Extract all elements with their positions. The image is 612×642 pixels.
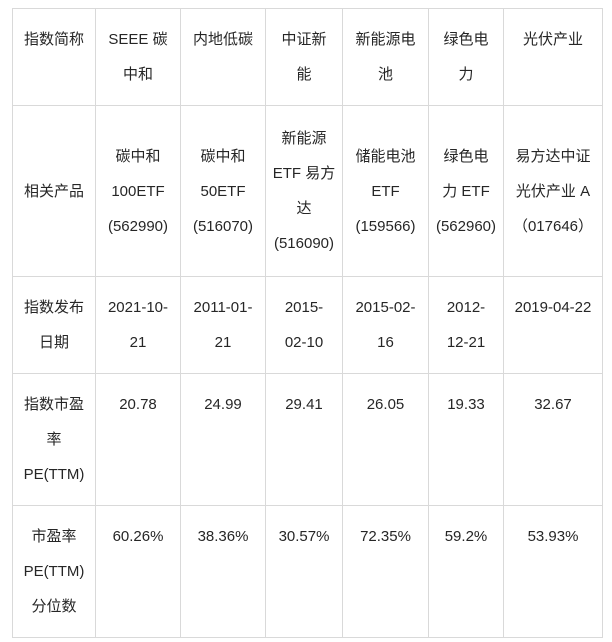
table-row-related-products: 相关产品 碳中和 100ETF (562990) 碳中和 50ETF (5160…	[12, 105, 603, 277]
table-cell: 60.26%	[95, 505, 181, 638]
index-comparison-table: 指数简称 SEEE 碳 中和 内地低碳 中证新 能 新能源电 池 绿色电 力 光…	[12, 8, 603, 638]
table-cell: 38.36%	[180, 505, 266, 638]
table-cell: 59.2%	[428, 505, 504, 638]
table-row-pe-ttm: 指数市盈 率 PE(TTM) 20.78 24.99 29.41 26.05 1…	[12, 373, 603, 506]
table-row-launch-dates: 指数发布 日期 2021-10- 21 2011-01- 21 2015- 02…	[12, 276, 603, 374]
row-header-cell: 市盈率 PE(TTM) 分位数	[12, 505, 96, 638]
table-row-pe-percentile: 市盈率 PE(TTM) 分位数 60.26% 38.36% 30.57% 72.…	[12, 505, 603, 638]
table-row-index-names: 指数简称 SEEE 碳 中和 内地低碳 中证新 能 新能源电 池 绿色电 力 光…	[12, 8, 603, 106]
table-cell: 中证新 能	[265, 8, 343, 106]
table-cell: 26.05	[342, 373, 429, 506]
row-header-cell: 指数市盈 率 PE(TTM)	[12, 373, 96, 506]
table-cell: 19.33	[428, 373, 504, 506]
table-cell: 光伏产业	[503, 8, 603, 106]
table-cell: 20.78	[95, 373, 181, 506]
table-cell: 24.99	[180, 373, 266, 506]
table-cell: 30.57%	[265, 505, 343, 638]
table-cell: 储能电池 ETF (159566)	[342, 105, 429, 277]
table-cell: 绿色电 力	[428, 8, 504, 106]
table-cell: 2015-02- 16	[342, 276, 429, 374]
table-cell: 新能源 ETF 易方 达 (516090)	[265, 105, 343, 277]
table-cell: SEEE 碳 中和	[95, 8, 181, 106]
table-cell: 72.35%	[342, 505, 429, 638]
table-cell: 2011-01- 21	[180, 276, 266, 374]
table-cell: 2012- 12-21	[428, 276, 504, 374]
table-cell: 碳中和 50ETF (516070)	[180, 105, 266, 277]
table-cell: 易方达中证 光伏产业 A （017646）	[503, 105, 603, 277]
table-cell: 29.41	[265, 373, 343, 506]
table-cell: 绿色电 力 ETF (562960)	[428, 105, 504, 277]
row-header-cell: 指数发布 日期	[12, 276, 96, 374]
table-cell: 碳中和 100ETF (562990)	[95, 105, 181, 277]
table-cell: 2015- 02-10	[265, 276, 343, 374]
table-cell: 2019-04-22	[503, 276, 603, 374]
table-cell: 53.93%	[503, 505, 603, 638]
row-header-cell: 相关产品	[12, 105, 96, 277]
row-header-cell: 指数简称	[12, 8, 96, 106]
table-cell: 内地低碳	[180, 8, 266, 106]
table-cell: 2021-10- 21	[95, 276, 181, 374]
table-cell: 新能源电 池	[342, 8, 429, 106]
table-cell: 32.67	[503, 373, 603, 506]
